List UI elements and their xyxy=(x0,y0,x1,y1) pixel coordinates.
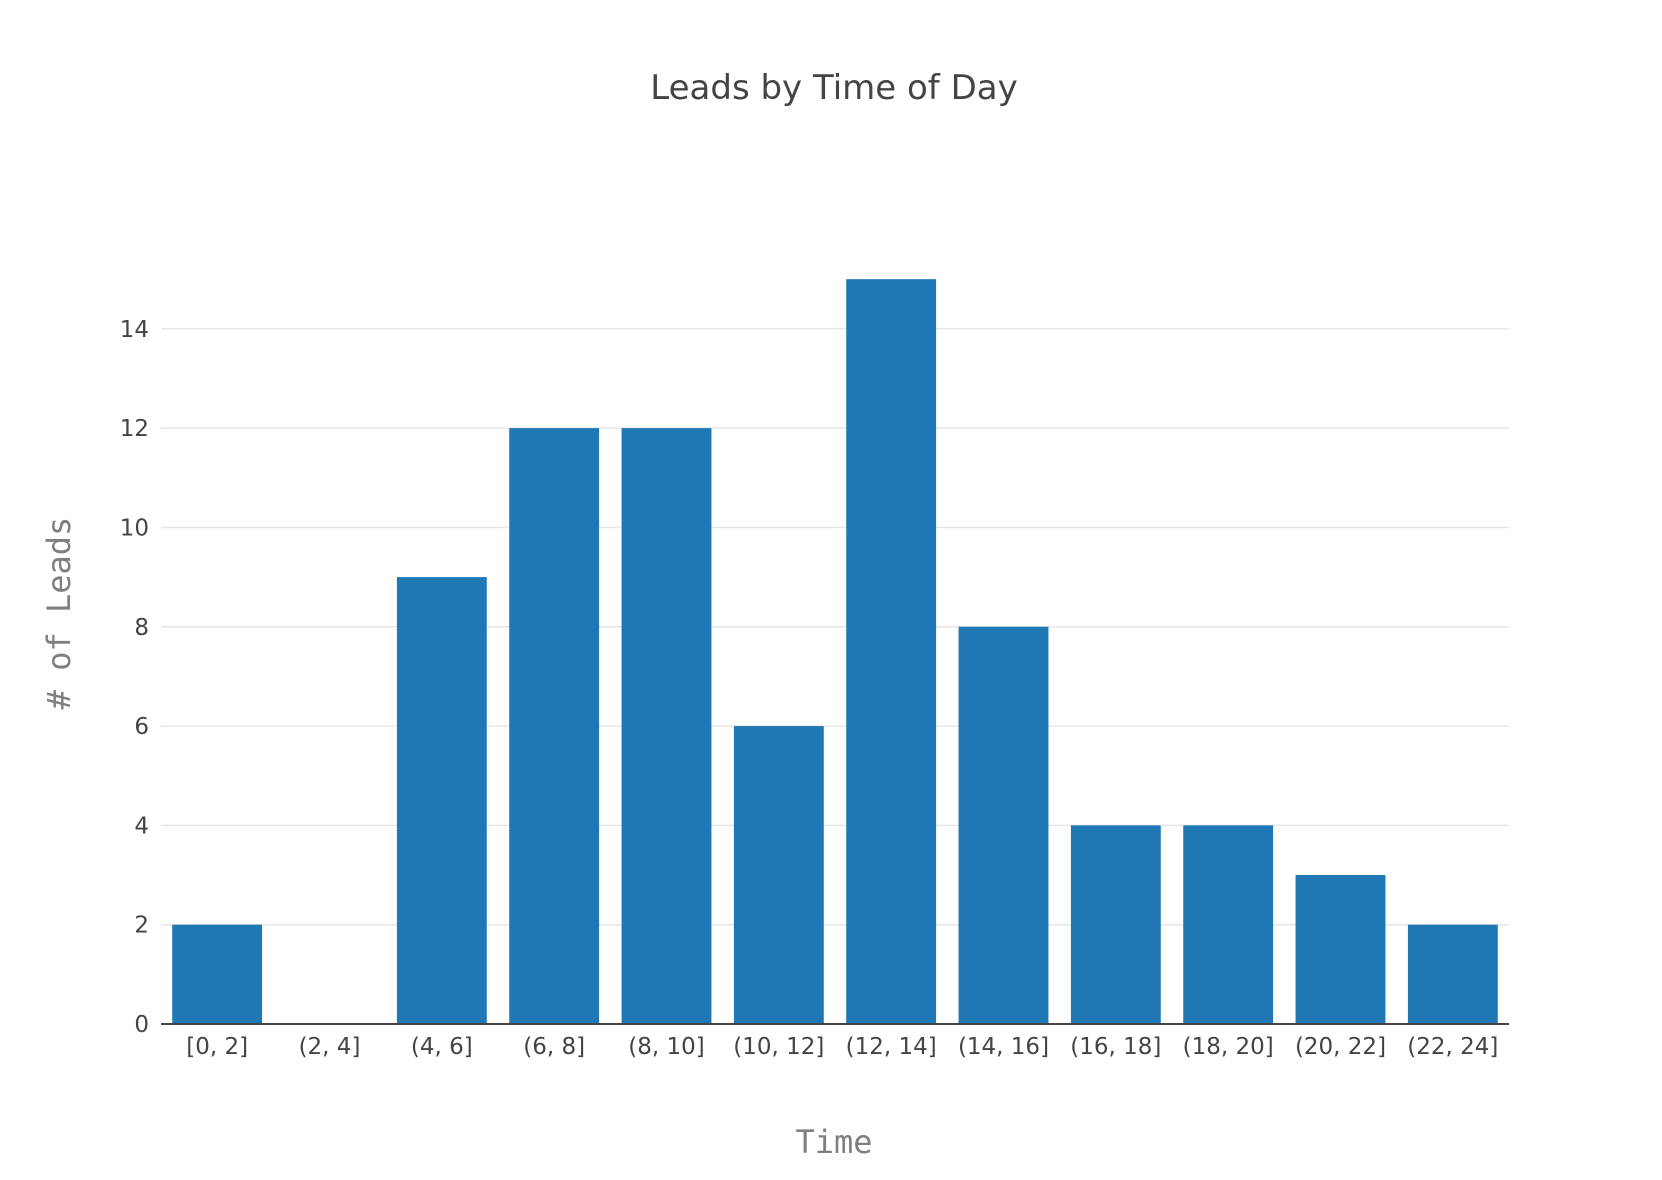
bar xyxy=(733,726,824,1024)
x-tick-label: (20, 22] xyxy=(1295,1034,1386,1060)
x-tick-label: (6, 8] xyxy=(523,1034,585,1060)
x-tick-label: (18, 20] xyxy=(1183,1034,1274,1060)
bar xyxy=(172,924,263,1024)
bar xyxy=(396,577,487,1024)
y-tick-label: 12 xyxy=(120,416,149,442)
x-tick-label: [0, 2] xyxy=(186,1034,248,1060)
bar xyxy=(621,428,712,1025)
x-axis-title: Time xyxy=(795,1123,872,1161)
x-axis-ticks: [0, 2] (2, 4] (4, 6] (6, 8] (8, 10] (10, 12] (… xyxy=(186,1034,1498,1060)
bar xyxy=(846,279,937,1025)
bar xyxy=(1295,875,1386,1024)
bars xyxy=(172,279,1498,1025)
y-tick-label: 10 xyxy=(120,515,149,541)
x-tick-label: (10, 12] xyxy=(733,1034,824,1060)
y-tick-label: 14 xyxy=(120,317,149,343)
bar xyxy=(958,626,1049,1024)
y-tick-label: 2 xyxy=(134,913,149,939)
y-tick-label: 6 xyxy=(134,714,149,740)
bar xyxy=(1183,825,1274,1024)
y-axis-title: # of Leads xyxy=(40,517,78,710)
x-tick-label: (22, 24] xyxy=(1407,1034,1498,1060)
y-axis-ticks: 0 2 4 6 8 10 12 14 xyxy=(120,317,149,1038)
x-tick-label: (14, 16] xyxy=(958,1034,1049,1060)
bar xyxy=(1407,924,1498,1024)
x-tick-label: (12, 14] xyxy=(846,1034,937,1060)
bar xyxy=(509,428,600,1025)
x-tick-label: (2, 4] xyxy=(299,1034,361,1060)
y-tick-label: 8 xyxy=(134,615,149,641)
chart-title: Leads by Time of Day xyxy=(650,68,1017,108)
y-tick-label: 0 xyxy=(134,1012,149,1038)
x-tick-label: (4, 6] xyxy=(411,1034,473,1060)
x-tick-label: (16, 18] xyxy=(1070,1034,1161,1060)
bar xyxy=(1070,825,1161,1024)
x-tick-label: (8, 10] xyxy=(628,1034,704,1060)
y-tick-label: 4 xyxy=(134,813,149,839)
gridlines xyxy=(161,328,1509,926)
